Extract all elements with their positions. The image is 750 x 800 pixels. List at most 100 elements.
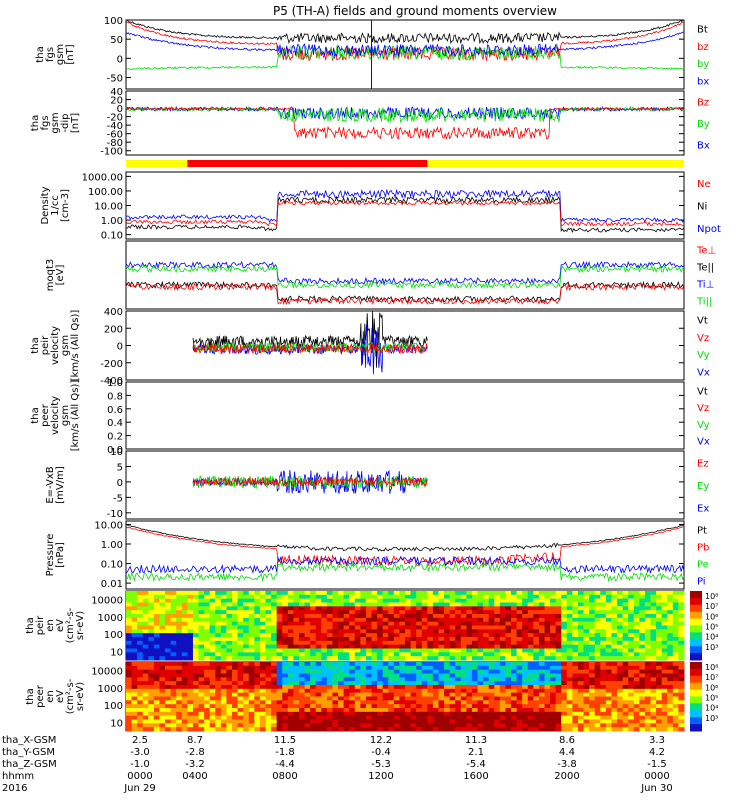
heatmap-cell <box>343 598 350 603</box>
heatmap-cell <box>594 700 601 705</box>
heatmap-cell <box>298 719 306 724</box>
heatmap-cell <box>165 723 172 728</box>
heatmap-cell <box>265 704 272 709</box>
heatmap-cell <box>338 614 345 619</box>
heatmap-cell <box>561 711 568 717</box>
heatmap-cell <box>126 708 133 713</box>
legend-Ey: Ey <box>697 481 709 492</box>
heatmap-cell <box>656 617 663 623</box>
heatmap-cell <box>678 665 685 671</box>
heatmap-cell <box>293 610 300 615</box>
heatmap-cell <box>617 723 624 728</box>
heatmap-cell <box>611 669 618 674</box>
heatmap-cell <box>600 704 607 709</box>
heatmap-cell <box>516 677 523 682</box>
heatmap-cell <box>293 727 300 732</box>
heatmap-cell <box>382 625 389 630</box>
heatmap-cell <box>321 708 328 713</box>
heatmap-cell <box>622 644 629 649</box>
heatmap-cell <box>271 606 278 611</box>
heatmap-cell <box>438 673 445 678</box>
heatmap-cell <box>522 708 529 713</box>
heatmap-cell <box>315 621 322 626</box>
xaxis-value: -5.3 <box>371 759 391 770</box>
heatmap-cell <box>483 727 490 732</box>
heatmap-cell <box>148 685 155 690</box>
heatmap-cell <box>137 621 144 626</box>
heatmap-cell <box>633 700 640 705</box>
heatmap-cell <box>304 625 311 630</box>
heatmap-cell <box>499 617 506 623</box>
heatmap-cell <box>544 648 551 653</box>
heatmap-cell <box>315 614 322 619</box>
heatmap-cell <box>421 610 428 615</box>
heatmap-cell <box>516 598 523 603</box>
legend-Te||: Te|| <box>696 263 714 274</box>
heatmap-cell <box>455 700 462 705</box>
heatmap-cell <box>326 708 333 713</box>
heatmap-cell <box>622 617 629 623</box>
heatmap-cell <box>460 644 467 649</box>
heatmap-cell <box>421 669 428 674</box>
heatmap-cell <box>516 692 523 697</box>
heatmap-cell <box>321 648 328 653</box>
heatmap-cell <box>511 662 518 667</box>
heatmap-cell <box>477 629 484 634</box>
heatmap-cell <box>332 704 339 709</box>
legend-Bz: Bz <box>697 98 709 109</box>
heatmap-cell <box>639 621 646 626</box>
heatmap-cell <box>153 715 160 720</box>
heatmap-cell <box>427 677 434 682</box>
heatmap-cell <box>617 704 624 709</box>
heatmap-cell <box>304 594 311 600</box>
heatmap-cell <box>522 614 529 619</box>
heatmap-cell <box>365 652 373 657</box>
heatmap-cell <box>187 673 194 678</box>
heatmap-cell <box>131 633 138 638</box>
heatmap-cell <box>170 610 177 615</box>
heatmap-cell <box>550 610 557 615</box>
heatmap-cell <box>611 711 618 717</box>
heatmap-cell <box>600 669 607 674</box>
heatmap-cell <box>148 677 155 682</box>
heatmap-cell <box>617 656 624 661</box>
heatmap-cell <box>209 715 216 720</box>
heatmap-cell <box>538 715 545 720</box>
heatmap-cell <box>483 723 490 728</box>
heatmap-cell <box>656 685 663 690</box>
heatmap-cell <box>153 704 160 709</box>
y-tick-label: 5 <box>117 462 123 473</box>
heatmap-cell <box>594 688 601 694</box>
colorbar-segment <box>690 724 702 732</box>
heatmap-cell <box>248 629 255 634</box>
heatmap-cell <box>544 621 551 626</box>
heatmap-cell <box>656 640 663 646</box>
heatmap-cell <box>343 648 350 653</box>
heatmap-cell <box>215 633 222 638</box>
heatmap-cell <box>639 708 646 713</box>
heatmap-cell <box>137 652 144 657</box>
heatmap-cell <box>561 704 568 709</box>
heatmap-cell <box>276 598 283 603</box>
heatmap-cell <box>605 711 612 717</box>
xaxis-value: -0.4 <box>371 747 391 758</box>
heatmap-cell <box>298 685 306 690</box>
heatmap-cell <box>321 629 328 634</box>
heatmap-cell <box>566 681 573 686</box>
heatmap-cell <box>617 625 624 630</box>
heatmap-cell <box>360 606 367 611</box>
heatmap-cell <box>594 610 601 615</box>
heatmap-cell <box>321 652 328 657</box>
heatmap-cell <box>594 669 601 674</box>
heatmap-cell <box>460 625 467 630</box>
heatmap-cell <box>237 656 244 661</box>
heatmap-cell <box>265 625 272 630</box>
heatmap-cell <box>644 688 652 694</box>
heatmap-cell <box>159 677 166 682</box>
heatmap-cell <box>204 681 211 686</box>
heatmap-cell <box>427 665 434 671</box>
heatmap-cell <box>321 602 328 607</box>
heatmap-cell <box>142 633 149 638</box>
heatmap-cell <box>522 656 529 661</box>
